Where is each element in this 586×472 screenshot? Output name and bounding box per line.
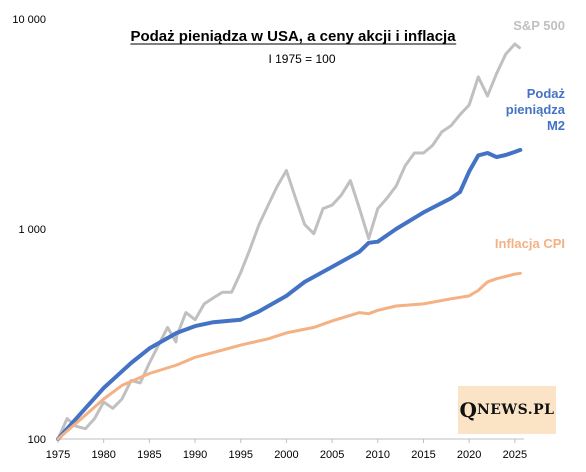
x-tick-label: 2015	[411, 449, 435, 461]
logo-letter: Q	[459, 398, 477, 422]
logo-text: NEWS.PL	[476, 402, 555, 418]
x-tick-label: 1975	[46, 449, 70, 461]
x-tick-label: 2025	[503, 449, 527, 461]
m2-label: Podaż pieniądza M2	[506, 86, 566, 133]
chart-subtitle: I 1975 = 100	[268, 52, 335, 66]
y-tick-label: 100	[28, 434, 46, 446]
series-labels: S&P 500 Podaż pieniądza M2 Inflacja CPI	[495, 18, 566, 251]
x-tick-label: 2020	[457, 449, 481, 461]
chart-title: Podaż pieniądza w USA, a ceny akcji i in…	[130, 28, 456, 45]
cpi-inflation-line	[56, 271, 522, 441]
series-label-line: pieniądza	[506, 102, 566, 117]
sp500-label: S&P 500	[513, 18, 565, 33]
series-label-line: Inflacja CPI	[495, 236, 565, 251]
cpi-label: Inflacja CPI	[495, 236, 565, 251]
y-axis: 100 1 000 10 000	[12, 14, 46, 446]
series-label-line: Podaż	[527, 86, 566, 101]
y-tick-label: 1 000	[18, 224, 46, 236]
x-tick-label: 1980	[91, 449, 115, 461]
m2-money-supply-line	[56, 147, 523, 441]
series-label-line: S&P 500	[513, 18, 565, 33]
chart-title-group: Podaż pieniądza w USA, a ceny akcji i in…	[130, 28, 457, 66]
qnews-logo: Q NEWS.PL	[458, 386, 556, 434]
x-tick-label: 1990	[183, 449, 207, 461]
x-tick-label: 1995	[229, 449, 253, 461]
series-label-line: M2	[547, 118, 565, 133]
sp500-line	[56, 42, 521, 441]
x-tick-label: 2010	[366, 449, 390, 461]
x-tick-label: 2000	[274, 449, 298, 461]
x-tick-label: 1985	[137, 449, 161, 461]
x-tick-label: 2005	[320, 449, 344, 461]
plot-area	[56, 42, 523, 441]
x-axis: 1975 1980 1985 1990 1995 2000 2005 2010 2015 2020…	[46, 439, 527, 461]
y-tick-label: 10 000	[12, 14, 46, 26]
